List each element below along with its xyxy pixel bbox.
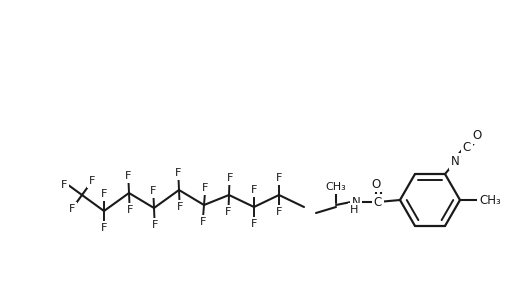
Text: C: C — [463, 141, 471, 155]
Text: C: C — [374, 196, 382, 209]
Text: F: F — [225, 207, 232, 217]
Text: O: O — [473, 129, 482, 142]
Text: F: F — [127, 205, 133, 215]
Text: F: F — [125, 171, 131, 181]
Text: F: F — [200, 217, 206, 227]
Text: F: F — [151, 220, 158, 230]
Text: F: F — [202, 183, 208, 193]
Text: F: F — [226, 173, 233, 183]
Text: CH₃: CH₃ — [326, 182, 346, 192]
Text: F: F — [251, 219, 257, 229]
Text: O: O — [371, 177, 381, 191]
Text: F: F — [276, 173, 282, 183]
Text: N: N — [352, 196, 360, 209]
Text: F: F — [89, 176, 95, 186]
Text: F: F — [150, 186, 157, 196]
Text: F: F — [69, 204, 75, 214]
Text: F: F — [251, 185, 257, 195]
Text: F: F — [175, 168, 181, 178]
Text: CH₃: CH₃ — [479, 193, 501, 206]
Text: F: F — [276, 207, 282, 217]
Text: F: F — [101, 189, 107, 199]
Text: F: F — [101, 223, 107, 233]
Text: H: H — [350, 205, 358, 215]
Text: F: F — [176, 202, 183, 212]
Text: N: N — [451, 155, 460, 168]
Text: F: F — [61, 180, 67, 190]
